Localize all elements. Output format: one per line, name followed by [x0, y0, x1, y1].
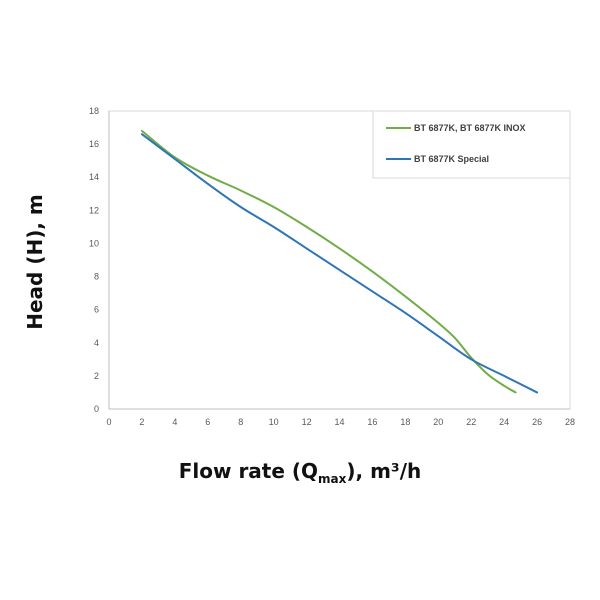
- x-axis-title: Flow rate (Qmax), m³/h: [179, 459, 421, 486]
- series-line-2: [140, 133, 539, 394]
- y-tick-label: 12: [89, 205, 99, 215]
- x-axis-title-main: Flow rate (Q: [179, 459, 318, 483]
- y-tick-label: 14: [89, 172, 99, 182]
- x-tick-label: 20: [433, 417, 443, 427]
- x-axis-title-subscript: max: [318, 472, 347, 486]
- x-tick-label: 4: [172, 417, 177, 427]
- x-tick-label: 28: [565, 417, 575, 427]
- legend: BT 6877K, BT 6877K INOX BT 6877K Special: [372, 110, 571, 179]
- x-tick-label: 16: [367, 417, 377, 427]
- y-tick-label: 6: [94, 305, 99, 315]
- x-tick-label: 26: [532, 417, 542, 427]
- axes: [108, 110, 571, 410]
- y-tick-label: 4: [94, 338, 99, 348]
- y-tick-label: 8: [94, 272, 99, 282]
- x-tick-label: 10: [269, 417, 279, 427]
- y-tick-label: 10: [89, 238, 99, 248]
- x-tick-label: 0: [106, 417, 111, 427]
- y-tick-label: 18: [89, 106, 99, 116]
- x-tick-label: 8: [238, 417, 243, 427]
- legend-label-1: BT 6877K, BT 6877K INOX: [414, 123, 526, 133]
- series-lines: [140, 129, 539, 394]
- legend-box: [372, 110, 571, 179]
- x-axis-title-tail: ), m³/h: [346, 459, 421, 483]
- y-axis-title: Head (H), m: [23, 194, 47, 330]
- y-tick-label: 2: [94, 371, 99, 381]
- x-tick-label: 2: [139, 417, 144, 427]
- x-tick-label: 14: [334, 417, 344, 427]
- x-tick-label: 6: [205, 417, 210, 427]
- x-tick-label: 12: [302, 417, 312, 427]
- y-tick-label: 16: [89, 139, 99, 149]
- y-tick-label: 0: [94, 404, 99, 414]
- x-tick-label: 22: [466, 417, 476, 427]
- series-line-1: [140, 129, 517, 394]
- legend-label-2: BT 6877K Special: [414, 154, 489, 164]
- x-tick-label: 24: [499, 417, 509, 427]
- x-tick-label: 18: [400, 417, 410, 427]
